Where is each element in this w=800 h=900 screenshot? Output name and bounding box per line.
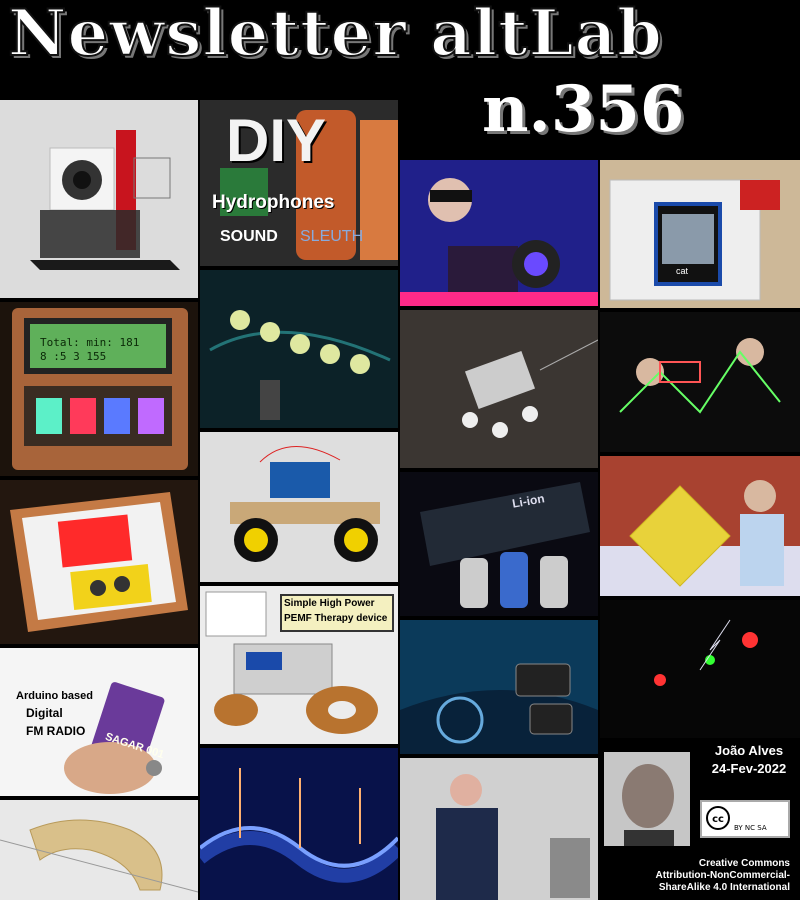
zero-g-flight-image	[400, 758, 598, 900]
led-game-box-image	[0, 480, 198, 644]
blue-wave-image	[200, 748, 398, 900]
particle-physics-image	[600, 600, 800, 738]
soft-robot-image	[0, 800, 198, 900]
author-photo	[604, 752, 690, 846]
pemf-label-box	[280, 594, 394, 632]
yellow-panel-image	[600, 456, 800, 596]
pemf-line-1: Simple High Power	[284, 598, 375, 609]
fm-radio-line-3: FM RADIO	[26, 724, 86, 738]
tft-cat-display-image: cat	[600, 160, 800, 308]
cc-terms: BY NC SA	[734, 824, 767, 832]
lcd-line-1: Total: min: 181	[40, 336, 140, 349]
license-line-3: ShareAlike 4.0 International	[658, 882, 790, 893]
author-name: João Alves	[714, 743, 784, 758]
fm-radio-board-image: Arduino based Digital FM RADIO SAGAR 001	[0, 648, 198, 796]
issue-number: n.356	[482, 72, 685, 147]
tft-label: cat	[676, 266, 689, 276]
sound-brand: SOUND	[220, 228, 278, 245]
fm-radio-line-1: Arduino based	[16, 690, 94, 702]
author-date: 24-Fev-2022	[711, 761, 787, 776]
diy-hydrophones-image: DIY Hydrophones SOUND SLEUTH	[200, 100, 398, 266]
pemf-device-image: Simple High Power PEMF Therapy device	[200, 586, 398, 744]
cc-license-badge: cc BY NC SA	[700, 800, 790, 838]
lcd-counter-box-image: Total: min: 181 8 :5 3 155	[0, 302, 198, 476]
fm-radio-line-2: Digital	[26, 706, 63, 720]
lcd-line-2: 8 :5 3 155	[40, 350, 107, 363]
license-line-1: Creative Commons	[698, 858, 790, 869]
glass-board-scientists-image	[600, 312, 800, 452]
hydrophones-subtitle: Hydrophones	[212, 192, 335, 213]
pemf-line-2: PEMF Therapy device	[284, 613, 388, 624]
mars-rover-image	[400, 310, 598, 468]
uv-lab-image	[400, 160, 598, 306]
speaker-cube-image	[0, 100, 198, 298]
robot-car-image	[200, 432, 398, 582]
cc-icon: cc	[706, 806, 730, 830]
license-line-2: Attribution-NonCommercial-	[655, 870, 790, 881]
hydrophones-big-title: DIY	[226, 107, 327, 174]
car-dashboard-chips-image	[400, 620, 598, 754]
liion-battery-image: Li-ion	[400, 472, 598, 616]
newsletter-title: Newsletter altLab	[7, 0, 663, 71]
glowing-droplets-image	[200, 270, 398, 428]
sleuth-brand: SLEUTH	[300, 228, 364, 245]
